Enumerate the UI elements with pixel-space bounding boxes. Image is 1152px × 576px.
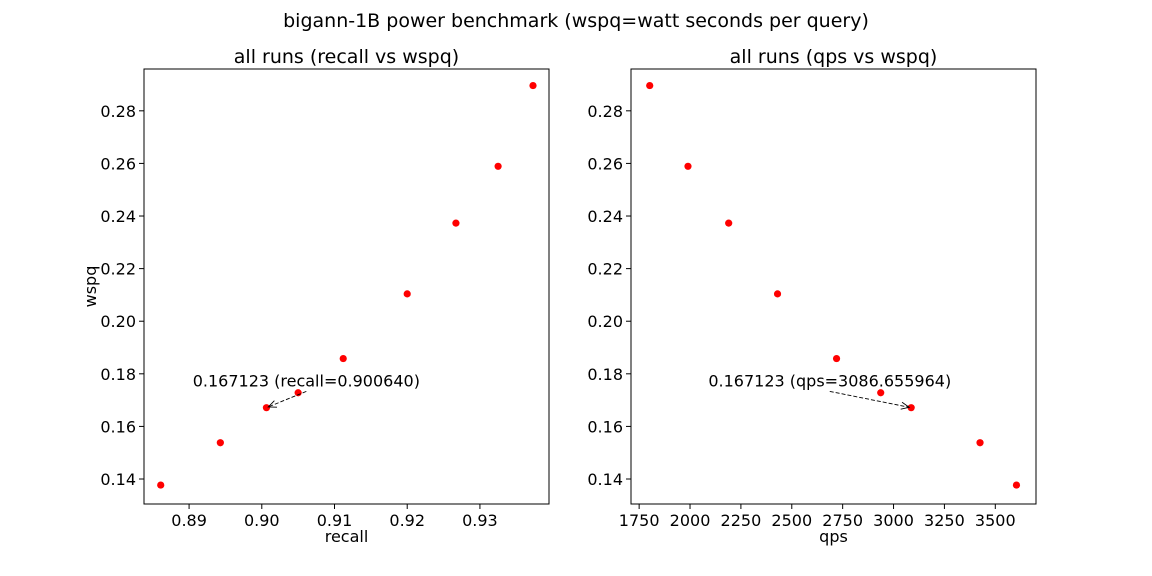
y-tick-label: 0.18 <box>100 365 136 384</box>
y-tick-label: 0.22 <box>587 260 623 279</box>
recall-vs-wspq-plot: all runs (recall vs wspq) 0.89 0.90 0.91 0.… <box>81 46 550 546</box>
scatter-point <box>339 354 347 363</box>
plot-title: all runs (recall vs wspq) <box>234 46 459 68</box>
x-tick-label: 2250 <box>721 511 762 530</box>
x-tick-label: 0.92 <box>389 511 425 530</box>
scatter-point <box>529 81 537 90</box>
annotation-arrow <box>829 390 910 408</box>
scatter-point <box>216 439 224 447</box>
x-axis-ticks: 1750 2000 2250 2500 2750 3000 3250 3500 <box>619 504 1016 530</box>
y-tick-label: 0.26 <box>587 154 623 173</box>
y-tick-label: 0.28 <box>587 102 623 121</box>
plot-title: all runs (qps vs wspq) <box>730 46 938 68</box>
plot-area <box>630 68 1037 505</box>
y-tick-label: 0.20 <box>100 312 136 331</box>
y-tick-label: 0.28 <box>100 102 136 121</box>
figure-suptitle: bigann-1B power benchmark (wspq=watt sec… <box>283 10 869 32</box>
y-tick-label: 0.22 <box>100 260 136 279</box>
x-tick-label: 2000 <box>670 511 711 530</box>
annotation: 0.167123 (qps=3086.655964) <box>708 371 951 410</box>
x-tick-label: 1750 <box>619 511 660 530</box>
x-tick-label: 0.90 <box>244 511 280 530</box>
qps-vs-wspq-plot: all runs (qps vs wspq) 1750 2000 2250 2500 2… <box>587 46 1037 546</box>
scatter-point <box>494 162 502 170</box>
y-tick-label: 0.14 <box>100 470 136 489</box>
y-axis-ticks: 0.14 0.16 0.18 0.20 0.22 0.24 0.26 0.28 <box>100 102 144 489</box>
scatter-point <box>452 219 460 227</box>
scatter-point <box>1012 481 1021 489</box>
y-tick-label: 0.18 <box>587 365 623 384</box>
scatter-point <box>907 404 915 412</box>
scatter-points <box>157 81 537 489</box>
y-tick-label: 0.24 <box>100 207 136 226</box>
y-tick-label: 0.16 <box>100 417 136 436</box>
scatter-point <box>403 290 411 298</box>
y-tick-label: 0.26 <box>100 154 136 173</box>
y-axis-label: wspq <box>81 266 100 308</box>
scatter-point <box>294 389 302 397</box>
x-tick-label: 3250 <box>924 511 965 530</box>
scatter-point <box>646 81 654 90</box>
scatter-point <box>684 162 692 170</box>
scatter-point <box>832 354 841 363</box>
x-tick-label: 0.91 <box>317 511 353 530</box>
x-axis-ticks: 0.89 0.90 0.91 0.92 0.93 <box>171 504 498 530</box>
annotation-text: 0.167123 (recall=0.900640) <box>193 371 420 390</box>
annotation-arrowhead <box>267 400 278 408</box>
x-tick-label: 3500 <box>975 511 1016 530</box>
y-axis-ticks: 0.14 0.16 0.18 0.20 0.22 0.24 0.26 0.28 <box>587 102 631 489</box>
scatter-point <box>157 481 165 489</box>
x-tick-label: 0.93 <box>462 511 498 530</box>
scatter-point <box>773 290 782 298</box>
y-tick-label: 0.24 <box>587 207 623 226</box>
x-tick-label: 2500 <box>771 511 812 530</box>
annotation: 0.167123 (recall=0.900640) <box>193 371 420 408</box>
x-axis-label: qps <box>819 527 848 546</box>
x-tick-label: 0.89 <box>171 511 207 530</box>
y-tick-label: 0.16 <box>587 417 623 436</box>
annotation-arrowhead <box>900 401 911 410</box>
y-tick-label: 0.20 <box>587 312 623 331</box>
scatter-point <box>877 389 885 397</box>
scatter-point <box>262 404 271 412</box>
annotation-text: 0.167123 (qps=3086.655964) <box>708 371 951 390</box>
scatter-points <box>646 81 1021 489</box>
annotation-arrow <box>268 390 307 408</box>
scatter-point <box>725 219 733 227</box>
x-tick-label: 3000 <box>873 511 914 530</box>
scatter-point <box>976 439 984 447</box>
x-axis-label: recall <box>325 527 369 546</box>
x-tick-label: 2750 <box>822 511 863 530</box>
plot-area <box>143 68 550 505</box>
y-tick-label: 0.14 <box>587 470 623 489</box>
